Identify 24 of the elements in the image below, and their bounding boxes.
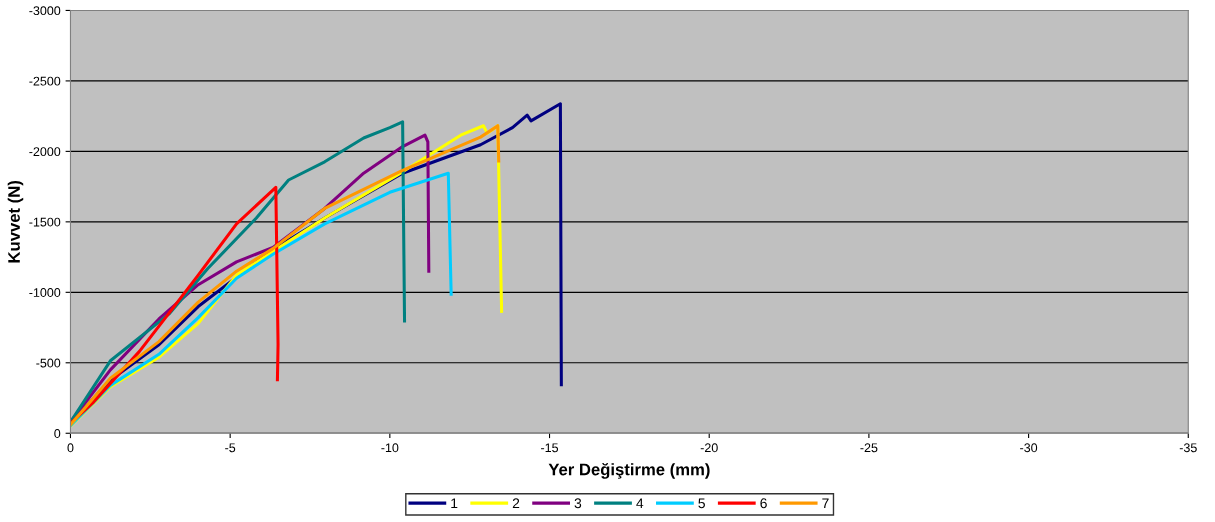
y-tick-label: -500 <box>36 358 61 368</box>
x-tick-label: -5 <box>225 443 236 453</box>
x-tick-label: 0 <box>67 443 74 453</box>
x-tick-label: -35 <box>1179 443 1197 453</box>
legend-label: 4 <box>636 498 644 509</box>
x-tick-label: -25 <box>860 443 878 453</box>
legend-label: 3 <box>574 498 582 509</box>
legend-label: 7 <box>822 498 829 509</box>
x-tick-label: -20 <box>700 443 718 453</box>
x-axis-title: Yer Değiştirme (mm) <box>548 462 710 479</box>
y-tick-label: -2500 <box>29 76 61 86</box>
legend-label: 6 <box>760 498 767 509</box>
y-tick-label: -2000 <box>29 147 61 157</box>
y-tick-label: -3000 <box>29 6 61 16</box>
y-tick-label: 0 <box>54 429 61 438</box>
x-tick-label: -15 <box>541 443 559 453</box>
x-tick-label: -10 <box>381 443 399 453</box>
legend-label: 5 <box>698 498 705 509</box>
legend-label: 1 <box>451 498 458 509</box>
y-tick-label: -1500 <box>29 217 61 227</box>
x-tick-label: -30 <box>1020 443 1038 453</box>
legend-label: 2 <box>512 498 520 509</box>
y-tick-label: -1000 <box>29 288 61 297</box>
y-axis-title: Kuvvet (N) <box>7 181 24 263</box>
